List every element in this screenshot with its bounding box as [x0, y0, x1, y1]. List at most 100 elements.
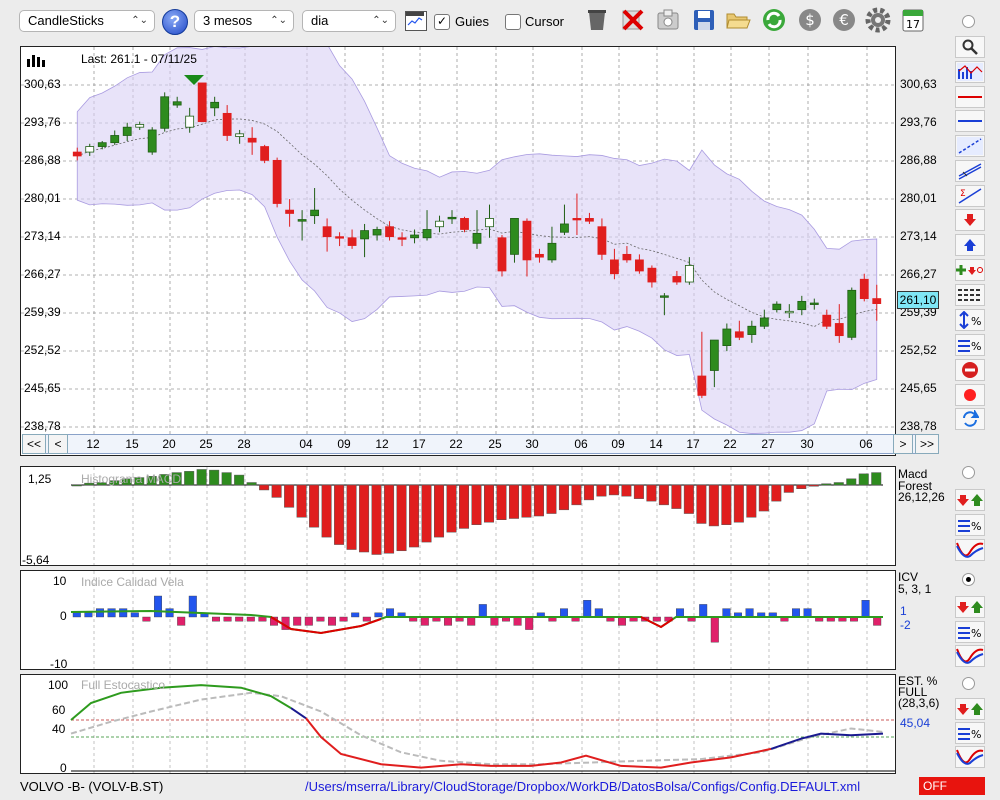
radio-icv[interactable]: [962, 573, 975, 586]
macd-bar: [321, 484, 332, 538]
stoch-params: (28,3,6): [898, 696, 940, 710]
cursor-checkbox[interactable]: [505, 14, 521, 30]
scale-percent-icon[interactable]: %: [955, 309, 985, 331]
last-price-label: Last: 261.1 - 07/11/25: [81, 52, 197, 66]
volume-icon[interactable]: [27, 53, 47, 70]
macd-bar: [221, 472, 232, 486]
candle: [822, 309, 832, 330]
save-icon[interactable]: [690, 6, 718, 34]
sync-icon[interactable]: [955, 408, 985, 430]
config-path-link[interactable]: /Users/mserra/Library/CloudStorage/Dropb…: [305, 779, 861, 794]
horizontal-line-blue-icon[interactable]: [955, 110, 985, 132]
icv-label: ICV: [898, 570, 919, 584]
macd-bar: [409, 484, 420, 548]
arrow-up-icon[interactable]: [955, 234, 985, 256]
icv-bar: [130, 612, 139, 618]
stoch-y-0: 0: [60, 761, 67, 775]
percent-icon[interactable]: %: [955, 334, 985, 356]
icv-bar: [328, 616, 337, 626]
stoch-percent-icon[interactable]: %: [955, 722, 985, 744]
current-price-badge: 261,10: [897, 291, 939, 309]
candle-body: [297, 219, 307, 222]
bank-icon[interactable]: [583, 6, 611, 34]
icv-bar: [72, 612, 81, 618]
icv-panel[interactable]: Indice Calidad Vela: [20, 570, 896, 670]
nav-first-button[interactable]: <<: [22, 434, 46, 454]
candle-body: [272, 159, 282, 204]
candle: [135, 121, 145, 130]
trendline-icon[interactable]: [955, 135, 985, 157]
no-entry-icon[interactable]: [955, 359, 985, 381]
grid-lines-icon[interactable]: [955, 284, 985, 306]
date-tick: 30: [800, 437, 814, 451]
radio-main[interactable]: [962, 15, 975, 28]
macd-panel[interactable]: Histograma MACD: [20, 466, 896, 566]
candle-body: [797, 300, 807, 311]
icv-bar: [676, 608, 685, 618]
svg-text:%: %: [971, 340, 981, 353]
buy-sell-icon[interactable]: [955, 259, 985, 281]
icv-arrows-icon[interactable]: [955, 596, 985, 618]
candle-body: [759, 317, 769, 327]
icv-bar: [444, 616, 453, 626]
stoch-arrows-icon[interactable]: [955, 698, 985, 720]
icv-oscillator-icon[interactable]: [955, 645, 985, 667]
interval-select[interactable]: dia ⌃⌄: [302, 10, 396, 32]
settings-icon[interactable]: [864, 6, 892, 34]
candle-body: [285, 209, 295, 214]
macd-bar: [396, 484, 407, 552]
guies-checkbox[interactable]: ✓: [434, 14, 450, 30]
channel-icon[interactable]: [955, 160, 985, 182]
nav-prev-button[interactable]: <: [48, 434, 68, 454]
macd-bar: [521, 484, 532, 518]
icv-bar: [560, 608, 569, 618]
radio-macd[interactable]: [962, 466, 975, 479]
icv-bar: [618, 616, 627, 626]
fibonacci-icon[interactable]: Σ: [955, 185, 985, 207]
candle: [784, 304, 794, 318]
period-select[interactable]: 3 mesos ⌃⌄: [194, 10, 294, 32]
macd-arrows-icon[interactable]: [955, 489, 985, 511]
candle-body: [197, 82, 207, 123]
delete-icon[interactable]: [619, 6, 647, 34]
icv-bar: [710, 616, 719, 643]
dollar-icon[interactable]: $: [796, 6, 824, 34]
macd-bar: [808, 484, 819, 487]
candle: [72, 147, 82, 161]
stoch-oscillator-icon[interactable]: [955, 746, 985, 768]
record-icon[interactable]: [955, 384, 985, 406]
icv-percent-icon[interactable]: %: [955, 621, 985, 643]
chevron-updown-icon: ⌃⌄: [270, 15, 287, 26]
calendar-icon[interactable]: 17: [899, 6, 927, 34]
zoom-icon[interactable]: [955, 36, 985, 58]
nav-next-button[interactable]: >: [893, 434, 913, 454]
macd-bar: [796, 484, 807, 489]
macd-percent-icon[interactable]: %: [955, 514, 985, 536]
price-chart-panel[interactable]: Last: 261.1 - 07/11/25: [20, 46, 896, 456]
candle: [347, 229, 357, 249]
chart-type-icon[interactable]: [955, 61, 985, 83]
help-button[interactable]: ?: [162, 9, 188, 35]
chart-type-select[interactable]: CandleSticks ⌃⌄: [19, 10, 155, 32]
candle: [659, 293, 669, 316]
arrow-down-icon[interactable]: [955, 209, 985, 231]
radio-stochastic[interactable]: [962, 677, 975, 690]
open-folder-icon[interactable]: [724, 6, 752, 34]
nav-last-button[interactable]: >>: [915, 434, 939, 454]
off-status-button[interactable]: OFF: [919, 777, 985, 795]
stoch-y-100: 100: [48, 678, 69, 692]
macd-bar: [483, 484, 494, 523]
icv-bar: [235, 616, 244, 622]
horizontal-line-red-icon[interactable]: [955, 86, 985, 108]
stochastic-panel[interactable]: Full Estocastico: [20, 674, 896, 774]
save-as-icon[interactable]: [654, 6, 682, 34]
price-chart-canvas[interactable]: [21, 47, 896, 456]
icv-bar: [699, 604, 708, 618]
candle: [622, 246, 632, 263]
candle-body: [72, 151, 82, 157]
euro-icon[interactable]: €: [830, 6, 858, 34]
refresh-icon[interactable]: [760, 6, 788, 34]
chart-window-icon[interactable]: [405, 11, 427, 31]
macd-oscillator-icon[interactable]: [955, 539, 985, 561]
icv-bar: [95, 608, 104, 618]
